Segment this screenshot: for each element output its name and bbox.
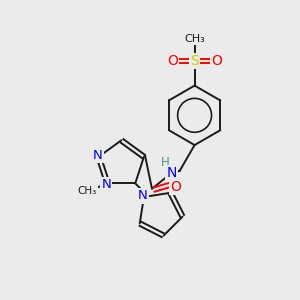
Text: S: S bbox=[190, 54, 199, 68]
Text: N: N bbox=[101, 178, 111, 191]
Text: O: O bbox=[167, 54, 178, 68]
Text: O: O bbox=[170, 180, 181, 194]
Text: N: N bbox=[93, 149, 103, 162]
Text: H: H bbox=[160, 156, 169, 170]
Text: O: O bbox=[211, 54, 222, 68]
Text: CH₃: CH₃ bbox=[184, 34, 205, 44]
Text: CH₃: CH₃ bbox=[78, 186, 97, 196]
Text: N: N bbox=[167, 166, 177, 180]
Text: N: N bbox=[138, 190, 148, 202]
